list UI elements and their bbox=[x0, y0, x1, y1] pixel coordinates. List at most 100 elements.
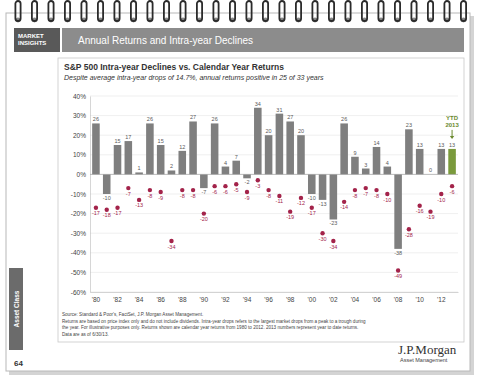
x-tick: '84 bbox=[135, 292, 144, 303]
x-tick-label: '80 bbox=[92, 296, 101, 303]
banner-title: Annual Returns and Intra-year Declines bbox=[78, 35, 253, 46]
bar bbox=[448, 149, 456, 174]
bar bbox=[146, 123, 154, 174]
x-tick-label: '86 bbox=[156, 296, 165, 303]
x-tick-label: '00 bbox=[308, 296, 317, 303]
bar bbox=[189, 121, 197, 174]
x-tick: '08 bbox=[394, 292, 403, 303]
annotation-arrowhead bbox=[450, 136, 454, 139]
y-tick-label: -10% bbox=[71, 191, 86, 198]
point-label: -28 bbox=[405, 232, 413, 238]
point-label: -18 bbox=[103, 212, 111, 218]
point-label: -6 bbox=[212, 189, 217, 195]
bar-label: 15 bbox=[158, 138, 164, 144]
source-note: Source: Standard & Poor's, FactSet, J.P.… bbox=[62, 312, 203, 317]
x-tick: '86 bbox=[156, 292, 165, 303]
grid-line bbox=[90, 272, 458, 273]
x-tick-label: '92 bbox=[221, 296, 230, 303]
bar-label: 7 bbox=[235, 154, 238, 160]
grid-line bbox=[90, 292, 458, 293]
binding-ring bbox=[395, 1, 400, 21]
bar bbox=[157, 145, 165, 174]
grid-line bbox=[90, 174, 458, 175]
point-label: -8 bbox=[266, 193, 271, 199]
y-tick: 0% bbox=[77, 171, 90, 178]
bar bbox=[362, 169, 370, 175]
bar bbox=[222, 167, 230, 175]
background bbox=[0, 0, 480, 380]
binding-ring bbox=[213, 1, 218, 21]
chart-container: MARKETINSIGHTSAnnual Returns and Intra-y… bbox=[0, 0, 480, 380]
bar-label: -23 bbox=[329, 220, 337, 226]
point-label: -6 bbox=[223, 189, 228, 195]
point-label: -11 bbox=[276, 198, 284, 204]
annotation-text: 2013 bbox=[445, 122, 459, 128]
x-tick: '88 bbox=[178, 292, 187, 303]
point-label: -20 bbox=[200, 216, 208, 222]
bar bbox=[405, 129, 413, 174]
x-tick-label: '84 bbox=[135, 296, 144, 303]
bar bbox=[92, 123, 100, 174]
bar-label: 14 bbox=[373, 140, 379, 146]
binding-ring bbox=[197, 1, 202, 21]
point-label: -8 bbox=[191, 193, 196, 199]
binding-ring bbox=[362, 1, 367, 21]
logo-subtitle: Asset Management bbox=[400, 357, 448, 363]
bar-label: 9 bbox=[353, 150, 356, 156]
y-tick: -50% bbox=[71, 269, 90, 276]
binding-ring bbox=[312, 1, 317, 21]
binding-ring bbox=[147, 1, 152, 21]
bar-label: 26 bbox=[93, 116, 99, 122]
side-tab bbox=[9, 268, 23, 350]
y-tick: 40% bbox=[73, 93, 90, 100]
binding-ring bbox=[444, 1, 449, 21]
x-tick-label: '94 bbox=[243, 296, 252, 303]
bar bbox=[200, 174, 208, 188]
y-tick-label: 10% bbox=[73, 151, 86, 158]
bar-label: 4 bbox=[224, 160, 227, 166]
point-series bbox=[94, 178, 455, 273]
y-axis: 40%30%20%10%0%-10%-20%-30%-40%-50%-60% bbox=[71, 93, 91, 296]
point-label: -7 bbox=[126, 191, 131, 197]
x-tick: '92 bbox=[221, 292, 230, 303]
bar bbox=[319, 174, 327, 199]
y-tick-label: -60% bbox=[71, 289, 86, 296]
point-label: -8 bbox=[352, 193, 357, 199]
bar bbox=[286, 121, 294, 174]
point-label: -34 bbox=[168, 244, 176, 250]
page bbox=[6, 13, 470, 371]
x-tick: '04 bbox=[351, 292, 360, 303]
binding-ring bbox=[65, 1, 70, 21]
bar-label: 17 bbox=[125, 134, 131, 140]
bar-label: 26 bbox=[212, 116, 218, 122]
bar bbox=[168, 170, 176, 174]
grid-line bbox=[90, 252, 458, 253]
chart-svg: MARKETINSIGHTSAnnual Returns and Intra-y… bbox=[0, 0, 480, 380]
data-labels: 26-1015171261521227-72647-23420312720-10… bbox=[92, 101, 455, 279]
point-label: -16 bbox=[416, 208, 424, 214]
point-label: -17 bbox=[114, 210, 122, 216]
y-tick-label: 30% bbox=[73, 112, 86, 119]
x-tick: '82 bbox=[113, 292, 122, 303]
bar-label: 12 bbox=[179, 144, 185, 150]
y-tick-label: -20% bbox=[71, 210, 86, 217]
x-tick: '80 bbox=[92, 292, 101, 303]
bar bbox=[416, 149, 424, 174]
bar-label: 26 bbox=[341, 116, 347, 122]
bar-label: 23 bbox=[406, 122, 412, 128]
x-tick-label: '08 bbox=[394, 296, 403, 303]
bar bbox=[394, 174, 402, 248]
binding-ring bbox=[279, 1, 284, 21]
chart-panel bbox=[58, 58, 464, 342]
bar bbox=[178, 151, 186, 175]
bar bbox=[232, 161, 240, 175]
point-label: -13 bbox=[135, 202, 143, 208]
point-label: -12 bbox=[297, 200, 305, 206]
point-label: -3 bbox=[255, 183, 260, 189]
bar-label: 4 bbox=[386, 160, 389, 166]
binding-ring bbox=[164, 1, 169, 21]
grid-line bbox=[90, 115, 458, 116]
point-label: -14 bbox=[340, 204, 348, 210]
bar-label: 15 bbox=[114, 138, 120, 144]
point-label: -10 bbox=[383, 197, 391, 203]
